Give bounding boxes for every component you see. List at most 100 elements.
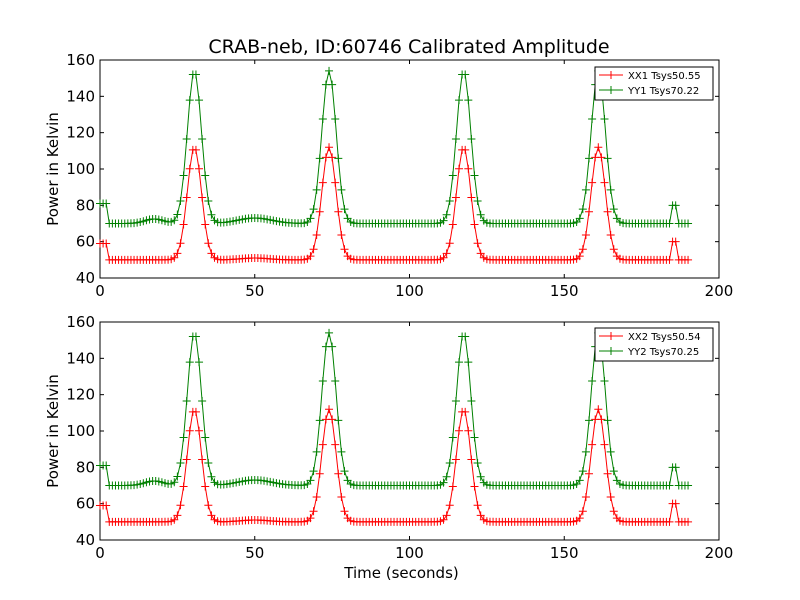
legend-label: XX1 Tsys50.55: [628, 71, 701, 82]
data-point: [328, 80, 337, 89]
data-point: [318, 440, 327, 449]
data-point: [182, 193, 191, 202]
data-point: [470, 171, 479, 180]
data-point: [173, 511, 182, 520]
data-point: [671, 237, 680, 246]
y-tick-label: 100: [66, 422, 95, 440]
data-point: [170, 253, 179, 262]
data-point: [207, 472, 216, 481]
data-point: [455, 426, 464, 435]
data-point: [665, 255, 674, 264]
data-point: [464, 96, 473, 105]
data-point: [207, 210, 216, 219]
data-point: [337, 447, 346, 456]
data-point: [204, 458, 213, 467]
data-point: [191, 332, 200, 341]
y-tick-label: 140: [66, 87, 95, 105]
data-point: [467, 134, 476, 143]
data-point: [198, 193, 207, 202]
data-point: [464, 426, 473, 435]
data-point: [671, 463, 680, 472]
data-point: [684, 517, 693, 526]
data-point: [581, 231, 590, 240]
data-point: [195, 358, 204, 367]
data-point: [445, 458, 454, 467]
data-point: [575, 214, 584, 223]
data-point: [170, 515, 179, 524]
data-point: [578, 205, 587, 214]
data-point: [312, 447, 321, 456]
data-point: [671, 201, 680, 210]
data-point: [451, 455, 460, 464]
data-point: [578, 507, 587, 516]
data-point: [439, 478, 448, 487]
x-tick-label: 150: [550, 282, 579, 300]
data-point: [337, 185, 346, 194]
data-point: [340, 245, 349, 254]
data-point: [204, 196, 213, 205]
x-tick-label: 150: [550, 544, 579, 562]
data-point: [585, 416, 594, 425]
data-point: [306, 514, 315, 523]
data-point: [201, 482, 210, 491]
data-point: [198, 455, 207, 464]
data-point: [318, 376, 327, 385]
data-point: [170, 478, 179, 487]
x-axis-label: Time (seconds): [343, 564, 459, 582]
data-point: [581, 185, 590, 194]
data-point: [328, 415, 337, 424]
data-point: [179, 433, 188, 442]
data-point: [201, 171, 210, 180]
legend-marker: [607, 332, 615, 340]
data-point: [600, 114, 609, 123]
data-point: [195, 164, 204, 173]
data-point: [204, 239, 213, 248]
data-point: [201, 433, 210, 442]
data-point: [581, 447, 590, 456]
data-point: [102, 501, 111, 510]
y-tick-label: 120: [66, 386, 95, 404]
data-point: [331, 178, 340, 187]
y-axis-label: Power in Kelvin: [44, 374, 62, 488]
data-point: [597, 153, 606, 162]
data-point: [581, 493, 590, 502]
x-tick-label: 0: [95, 544, 105, 562]
x-tick-label: 200: [705, 544, 734, 562]
data-point: [603, 469, 612, 478]
data-point: [606, 447, 615, 456]
data-point: [337, 231, 346, 240]
data-point: [606, 231, 615, 240]
data-point: [185, 96, 194, 105]
data-point: [185, 426, 194, 435]
data-point: [439, 515, 448, 524]
data-point: [176, 458, 185, 467]
data-point: [448, 171, 457, 180]
data-point: [470, 220, 479, 229]
data-point: [315, 469, 324, 478]
data-point: [102, 239, 111, 248]
data-point: [173, 472, 182, 481]
data-point: [102, 199, 111, 208]
data-point: [451, 134, 460, 143]
data-point: [603, 416, 612, 425]
data-point: [191, 70, 200, 79]
x-tick-label: 100: [395, 282, 424, 300]
data-point: [325, 66, 334, 75]
data-point: [306, 214, 315, 223]
data-point: [195, 96, 204, 105]
y-tick-label: 160: [66, 51, 95, 69]
data-point: [461, 332, 470, 341]
data-point: [684, 255, 693, 264]
data-point: [195, 426, 204, 435]
data-point: [207, 249, 216, 258]
data-point: [476, 472, 485, 481]
data-point: [476, 511, 485, 520]
y-tick-label: 80: [76, 196, 95, 214]
data-point: [585, 207, 594, 216]
y-tick-label: 40: [76, 269, 95, 287]
chart-title: CRAB-neb, ID:60746 Calibrated Amplitude: [208, 36, 609, 58]
data-point: [191, 145, 200, 154]
data-point: [473, 458, 482, 467]
data-point: [439, 216, 448, 225]
